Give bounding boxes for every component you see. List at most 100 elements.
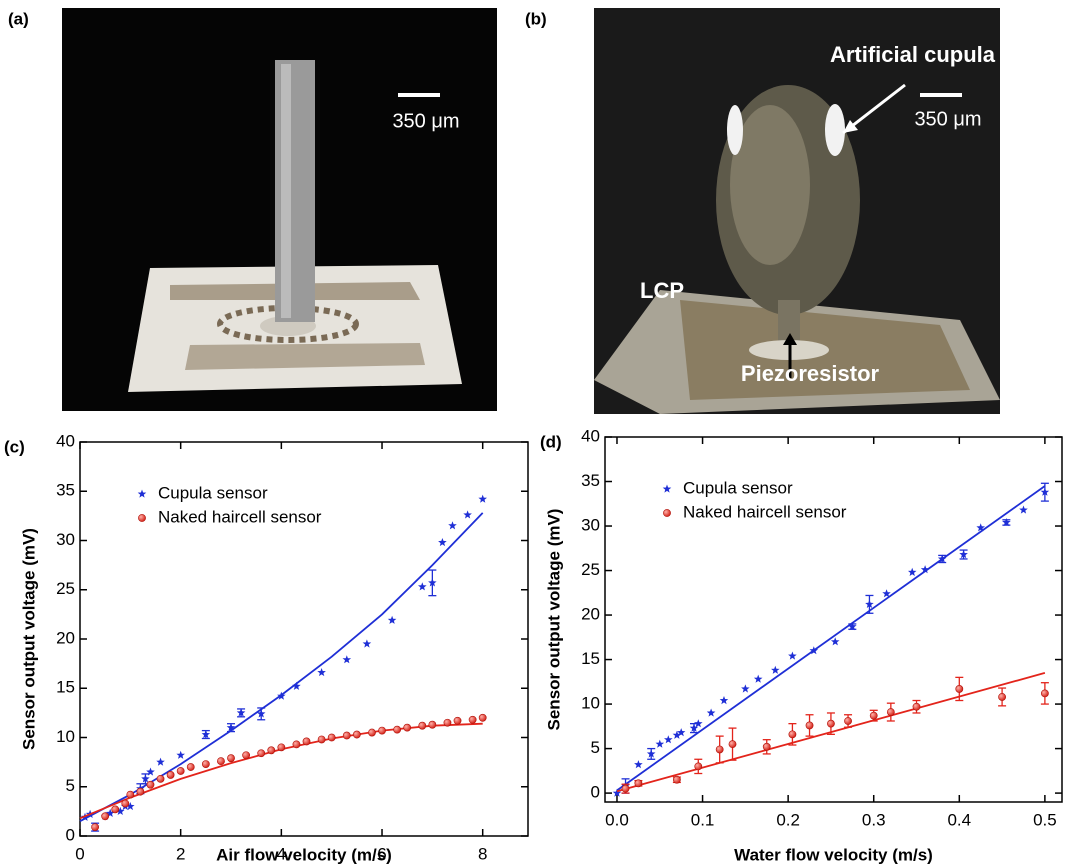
circle-marker xyxy=(102,813,109,820)
star-marker xyxy=(156,758,165,766)
y-tick-label: 15 xyxy=(56,678,75,697)
circle-marker xyxy=(695,763,702,770)
circle-marker xyxy=(138,514,145,521)
fit-line xyxy=(617,486,1045,790)
star-marker xyxy=(363,639,372,647)
star-marker xyxy=(664,735,673,743)
circle-marker xyxy=(469,716,476,723)
y-axis-title: Sensor output voltage (mV) xyxy=(19,528,38,750)
y-tick-label: 25 xyxy=(56,579,75,598)
star-marker xyxy=(908,568,917,576)
legend-label: Naked haircell sensor xyxy=(683,502,847,521)
circle-marker xyxy=(258,750,265,757)
circle-marker xyxy=(887,708,894,715)
star-marker xyxy=(771,666,780,674)
x-tick-label: 0.4 xyxy=(947,810,971,829)
circle-marker xyxy=(243,752,250,759)
x-tick-label: 0.0 xyxy=(605,810,629,829)
legend-label: Cupula sensor xyxy=(683,478,793,497)
plot-frame xyxy=(605,437,1062,802)
circle-marker xyxy=(353,731,360,738)
star-marker xyxy=(707,709,716,717)
circle-marker xyxy=(429,721,436,728)
circle-marker xyxy=(268,747,275,754)
star-marker xyxy=(478,495,487,503)
annotation: LCP xyxy=(640,278,684,303)
legend-label: Naked haircell sensor xyxy=(158,507,322,526)
circle-marker xyxy=(112,806,119,813)
circle-marker xyxy=(635,780,642,787)
circle-marker xyxy=(187,763,194,770)
panel-label: (a) xyxy=(8,9,29,28)
x-tick-label: 0.3 xyxy=(862,810,886,829)
star-marker xyxy=(663,485,672,493)
circle-marker xyxy=(716,746,723,753)
star-marker xyxy=(448,521,457,529)
annotation: Artificial cupula xyxy=(830,42,996,67)
star-marker xyxy=(292,682,301,690)
star-marker xyxy=(463,510,472,518)
circle-marker xyxy=(202,760,209,767)
y-tick-label: 40 xyxy=(581,426,600,445)
circle-marker xyxy=(92,824,99,831)
star-marker xyxy=(656,740,665,748)
star-marker xyxy=(438,538,447,546)
fit-line xyxy=(80,513,483,821)
x-tick-label: 0 xyxy=(75,844,84,863)
panel-label: (d) xyxy=(540,432,562,451)
circle-marker xyxy=(956,685,963,692)
circle-marker xyxy=(122,800,129,807)
fit-line xyxy=(80,724,483,819)
circle-marker xyxy=(622,785,629,792)
circle-marker xyxy=(318,736,325,743)
star-marker xyxy=(388,616,397,624)
page: { "photos": [ {"label": "(a)", "scale": … xyxy=(0,0,1072,865)
x-tick-label: 0.5 xyxy=(1033,810,1057,829)
star-marker xyxy=(317,668,326,676)
circle-marker xyxy=(479,714,486,721)
figure: 350 μm (a) Artificial cupula 350 μm LCP … xyxy=(0,0,1072,865)
circle-marker xyxy=(444,719,451,726)
star-marker xyxy=(418,582,427,590)
y-tick-label: 20 xyxy=(581,605,600,624)
y-tick-label: 35 xyxy=(581,471,600,490)
circle-marker xyxy=(217,758,224,765)
circle-marker xyxy=(293,741,300,748)
x-tick-label: 0.1 xyxy=(691,810,715,829)
circle-marker xyxy=(998,693,1005,700)
star-marker xyxy=(831,637,840,645)
circle-marker xyxy=(663,509,670,516)
circle-marker xyxy=(729,741,736,748)
y-tick-label: 35 xyxy=(56,481,75,500)
circle-marker xyxy=(404,724,411,731)
star-marker xyxy=(754,675,763,683)
circle-marker xyxy=(844,717,851,724)
star-marker xyxy=(720,696,729,704)
x-tick-label: 2 xyxy=(176,844,185,863)
star-marker xyxy=(741,684,750,692)
circle-marker xyxy=(1041,690,1048,697)
circle-marker xyxy=(419,722,426,729)
scale-label: 350 μm xyxy=(914,108,981,130)
circle-marker xyxy=(454,717,461,724)
y-tick-label: 30 xyxy=(56,530,75,549)
y-tick-label: 25 xyxy=(581,560,600,579)
panel-label: (c) xyxy=(4,437,25,456)
circle-marker xyxy=(137,788,144,795)
x-tick-label: 0.2 xyxy=(776,810,800,829)
y-axis-title: Sensor output voltage (mV) xyxy=(544,509,563,731)
circle-marker xyxy=(827,720,834,727)
circle-marker xyxy=(806,722,813,729)
plot-frame xyxy=(80,442,528,836)
y-tick-label: 0 xyxy=(591,783,600,802)
circle-marker xyxy=(278,744,285,751)
annotation: Piezoresistor xyxy=(741,361,880,386)
circle-marker xyxy=(378,727,385,734)
circle-marker xyxy=(127,791,134,798)
circle-marker xyxy=(227,755,234,762)
y-tick-label: 0 xyxy=(66,825,75,844)
x-tick-label: 8 xyxy=(478,844,487,863)
y-tick-label: 10 xyxy=(56,727,75,746)
circle-marker xyxy=(673,776,680,783)
y-tick-label: 5 xyxy=(591,738,600,757)
